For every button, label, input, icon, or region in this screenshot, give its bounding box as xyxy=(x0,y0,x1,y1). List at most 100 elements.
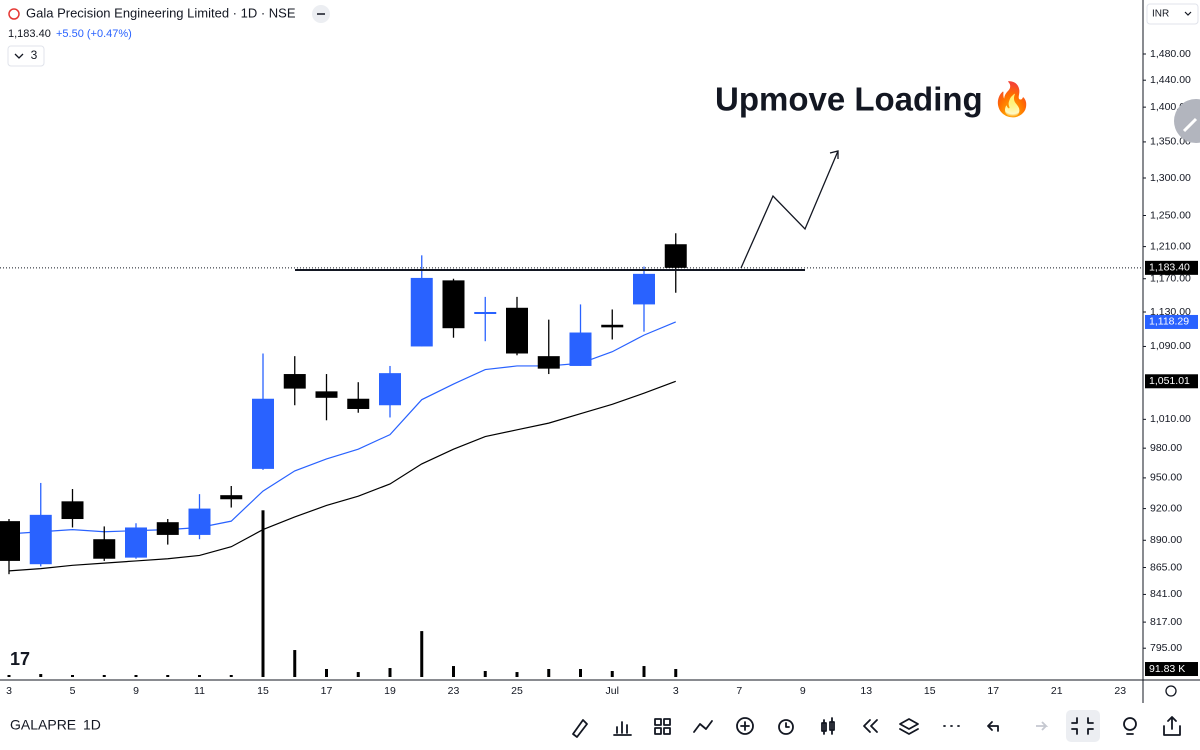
x-tick-label: 23 xyxy=(448,685,460,697)
replay-tool[interactable] xyxy=(863,719,878,733)
chart-type-tool[interactable] xyxy=(821,717,835,735)
moving-average xyxy=(8,380,676,572)
x-tick-label: Jul xyxy=(606,685,619,697)
x-tick-label: 11 xyxy=(194,685,205,697)
compare-tool[interactable] xyxy=(693,720,713,733)
clock-icon xyxy=(785,722,790,728)
volume-bar xyxy=(39,674,43,677)
candle-body xyxy=(125,527,147,558)
candle-body xyxy=(410,277,433,347)
y-tick-label: 1,300.00 xyxy=(1150,172,1191,184)
toolbar-symbol[interactable]: GALAPRE xyxy=(10,717,76,733)
volume-bar xyxy=(674,669,678,677)
candle-body xyxy=(347,398,370,409)
x-tick-label: 5 xyxy=(70,685,76,697)
x-tick-label: 15 xyxy=(924,685,936,697)
volume-bar xyxy=(325,669,328,677)
volume-bar xyxy=(261,510,265,677)
volume-bar xyxy=(356,672,360,677)
candle-body xyxy=(156,522,179,535)
y-tick-label: 865.00 xyxy=(1150,561,1182,573)
volume-bar xyxy=(452,666,455,677)
ideas-tool[interactable] xyxy=(1123,717,1137,731)
candle-body xyxy=(0,521,20,561)
volume-bar xyxy=(515,672,519,677)
fullscreen-icon xyxy=(1071,717,1094,735)
x-tick-label: 13 xyxy=(860,685,872,697)
y-tick-label: 920.00 xyxy=(1150,502,1182,514)
undo-tool[interactable] xyxy=(987,721,999,732)
x-tick-label: 17 xyxy=(321,685,333,697)
price-label-box xyxy=(1145,260,1198,275)
volume-bar xyxy=(166,675,170,677)
price-label-box xyxy=(1145,374,1198,389)
y-tick-label: 1,010.00 xyxy=(1150,413,1191,425)
y-tick-label: 890.00 xyxy=(1150,534,1182,546)
toolbar-icons xyxy=(572,710,1181,742)
x-tick-label: 15 xyxy=(257,685,269,697)
price-label: 1,051.01 xyxy=(1149,375,1190,387)
candle-body xyxy=(283,374,306,389)
y-tick-label: 1,210.00 xyxy=(1150,240,1191,252)
x-tick-label: 3 xyxy=(673,685,679,697)
candle-body xyxy=(188,508,211,535)
symbol-title[interactable]: Gala Precision Engineering Limited · 1D … xyxy=(26,5,296,20)
share-tool[interactable] xyxy=(1163,716,1181,736)
candle-body xyxy=(474,311,497,314)
volume-bar xyxy=(388,668,392,677)
x-tick-label: 19 xyxy=(384,685,396,697)
volume-bar xyxy=(547,669,551,677)
candle-body xyxy=(252,398,274,469)
fullscreen-active[interactable] xyxy=(1066,710,1100,742)
candle-body xyxy=(379,373,401,406)
arrow-drawing[interactable] xyxy=(740,150,839,269)
layers-tool[interactable] xyxy=(899,718,919,735)
drawing-edit-button[interactable] xyxy=(1174,99,1200,143)
volume-bar xyxy=(610,671,614,677)
y-tick-label: 795.00 xyxy=(1150,642,1182,654)
price-label: 1,183.40 xyxy=(1149,262,1190,274)
settings-icon[interactable] xyxy=(1165,685,1177,697)
indicators-toggle[interactable] xyxy=(7,45,45,67)
volume-bar xyxy=(7,675,11,677)
currency: INR xyxy=(1152,9,1169,20)
candle-body xyxy=(442,280,465,329)
redo-tool[interactable] xyxy=(1036,721,1049,731)
alert-tool[interactable] xyxy=(778,719,794,735)
candle-body xyxy=(537,356,560,369)
candle-body xyxy=(315,391,338,398)
y-tick-label: 1,090.00 xyxy=(1150,340,1191,352)
volume-bar xyxy=(229,675,233,677)
add-icon xyxy=(740,721,750,731)
volume-bar xyxy=(420,631,424,677)
x-tick-label: 21 xyxy=(1051,685,1063,697)
draw-tool[interactable] xyxy=(572,719,588,738)
candle-body xyxy=(664,244,687,268)
chevron-icon xyxy=(1184,11,1192,16)
add-tool[interactable] xyxy=(736,717,754,735)
y-tick-label: 950.00 xyxy=(1150,472,1182,484)
candle-body xyxy=(220,495,243,500)
x-tick-label: 3 xyxy=(6,685,12,697)
candle-body xyxy=(569,332,592,366)
toolbar xyxy=(0,703,1200,750)
y-tick-label: 980.00 xyxy=(1150,442,1182,454)
y-tick-label: 1,350.00 xyxy=(1150,136,1191,148)
symbol-logo xyxy=(8,8,20,20)
currency-button[interactable] xyxy=(1146,3,1199,25)
x-tick-label: 23 xyxy=(1114,685,1126,697)
volume-bar xyxy=(579,669,582,677)
toolbar-interval[interactable]: 1D xyxy=(83,717,101,733)
x-tick-label: 17 xyxy=(987,685,999,697)
volume-bar xyxy=(71,675,74,677)
y-tick-label: 841.00 xyxy=(1150,588,1182,600)
candle-body xyxy=(61,501,84,520)
y-tick-label: 1,250.00 xyxy=(1150,209,1191,221)
candle-body xyxy=(633,273,655,305)
chevron-icon xyxy=(14,53,24,59)
y-tick-label: 1,440.00 xyxy=(1150,74,1191,86)
layout-tool[interactable] xyxy=(654,718,671,735)
indicators-tool[interactable] xyxy=(613,721,632,736)
